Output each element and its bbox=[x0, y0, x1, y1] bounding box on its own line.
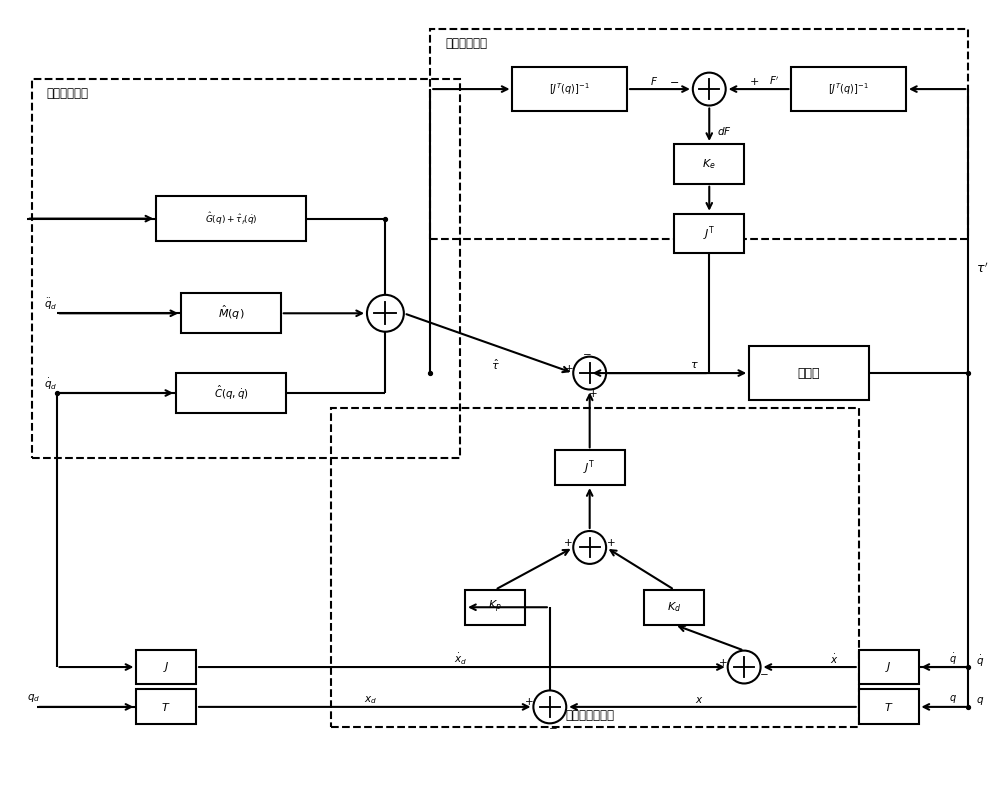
Text: $+$: $+$ bbox=[563, 537, 573, 548]
Circle shape bbox=[573, 531, 606, 564]
Text: 接触力矩反馈: 接触力矩反馈 bbox=[445, 37, 487, 50]
Bar bbox=[176, 373, 286, 413]
Bar bbox=[859, 690, 919, 724]
Text: $K_d$: $K_d$ bbox=[667, 600, 682, 614]
Text: $J$: $J$ bbox=[163, 660, 170, 674]
Bar bbox=[465, 589, 525, 625]
Text: $F$: $F$ bbox=[650, 75, 659, 87]
Text: 机器人: 机器人 bbox=[798, 366, 820, 380]
Text: $-$: $-$ bbox=[669, 76, 679, 86]
Bar bbox=[512, 67, 627, 111]
Bar bbox=[331, 408, 859, 727]
Text: $J$: $J$ bbox=[885, 660, 892, 674]
Circle shape bbox=[693, 72, 726, 106]
Text: $-$: $-$ bbox=[759, 668, 768, 678]
Bar bbox=[430, 29, 968, 239]
Text: $[J^T(q)]^{-1}$: $[J^T(q)]^{-1}$ bbox=[828, 81, 869, 97]
Text: $q$: $q$ bbox=[976, 695, 985, 707]
Bar bbox=[555, 450, 625, 485]
Bar bbox=[32, 79, 460, 458]
Bar bbox=[156, 196, 306, 241]
Text: $K_e$: $K_e$ bbox=[702, 157, 716, 171]
Bar bbox=[136, 690, 196, 724]
Text: $+$: $+$ bbox=[588, 388, 597, 399]
Text: $\tau'$: $\tau'$ bbox=[976, 261, 989, 276]
Text: $q_d$: $q_d$ bbox=[27, 692, 40, 704]
Text: $\dot{x}_d$: $\dot{x}_d$ bbox=[454, 652, 467, 667]
Text: $\ddot{q}_d$: $\ddot{q}_d$ bbox=[44, 297, 57, 312]
Bar bbox=[859, 649, 919, 685]
Text: $x$: $x$ bbox=[695, 695, 704, 705]
Bar bbox=[181, 293, 281, 333]
Bar bbox=[136, 649, 196, 685]
Bar bbox=[674, 144, 744, 184]
Text: $K_p$: $K_p$ bbox=[488, 599, 502, 615]
Text: $J^{\rm T}$: $J^{\rm T}$ bbox=[703, 225, 716, 243]
Text: $J^{\rm T}$: $J^{\rm T}$ bbox=[583, 459, 596, 477]
Text: $\hat{M}(q)$: $\hat{M}(q)$ bbox=[218, 304, 244, 322]
Circle shape bbox=[728, 651, 761, 683]
Text: $\dot{x}$: $\dot{x}$ bbox=[830, 652, 838, 666]
Text: 位置和速度控制: 位置和速度控制 bbox=[565, 709, 614, 722]
Text: $\dot{q}_d$: $\dot{q}_d$ bbox=[44, 377, 57, 392]
Circle shape bbox=[367, 295, 404, 332]
Text: $+$: $+$ bbox=[606, 537, 616, 548]
Text: $-$: $-$ bbox=[548, 723, 558, 732]
Text: 预测力矩前馈: 预测力矩前馈 bbox=[47, 87, 89, 100]
Text: $dF$: $dF$ bbox=[717, 125, 732, 137]
Text: $x_d$: $x_d$ bbox=[364, 694, 377, 706]
Text: $+$: $+$ bbox=[524, 697, 533, 708]
Text: $q$: $q$ bbox=[949, 693, 957, 705]
Bar bbox=[674, 214, 744, 254]
Text: $\tau$: $\tau$ bbox=[690, 360, 699, 370]
Circle shape bbox=[573, 357, 606, 389]
Bar bbox=[644, 589, 704, 625]
Bar bbox=[791, 67, 906, 111]
Text: $+$: $+$ bbox=[718, 656, 728, 667]
Text: $\hat{C}(q,\dot{q})$: $\hat{C}(q,\dot{q})$ bbox=[214, 384, 248, 402]
Text: $T$: $T$ bbox=[884, 701, 893, 713]
Text: $\dot{q}$: $\dot{q}$ bbox=[949, 652, 957, 667]
Text: $+$: $+$ bbox=[749, 76, 759, 87]
Text: $-$: $-$ bbox=[582, 348, 592, 358]
Text: $F'$: $F'$ bbox=[769, 75, 779, 87]
Text: $+$: $+$ bbox=[564, 362, 574, 374]
Text: $\hat{\tau}$: $\hat{\tau}$ bbox=[491, 358, 499, 372]
Text: $\dot{q}$: $\dot{q}$ bbox=[976, 653, 985, 669]
Text: $[J^T(q)]^{-1}$: $[J^T(q)]^{-1}$ bbox=[549, 81, 590, 97]
Bar bbox=[749, 346, 869, 400]
Circle shape bbox=[533, 690, 566, 723]
Text: $\hat{G}(q)+\hat{\tau}_f(\dot{q})$: $\hat{G}(q)+\hat{\tau}_f(\dot{q})$ bbox=[205, 210, 257, 227]
Text: $T$: $T$ bbox=[161, 701, 171, 713]
